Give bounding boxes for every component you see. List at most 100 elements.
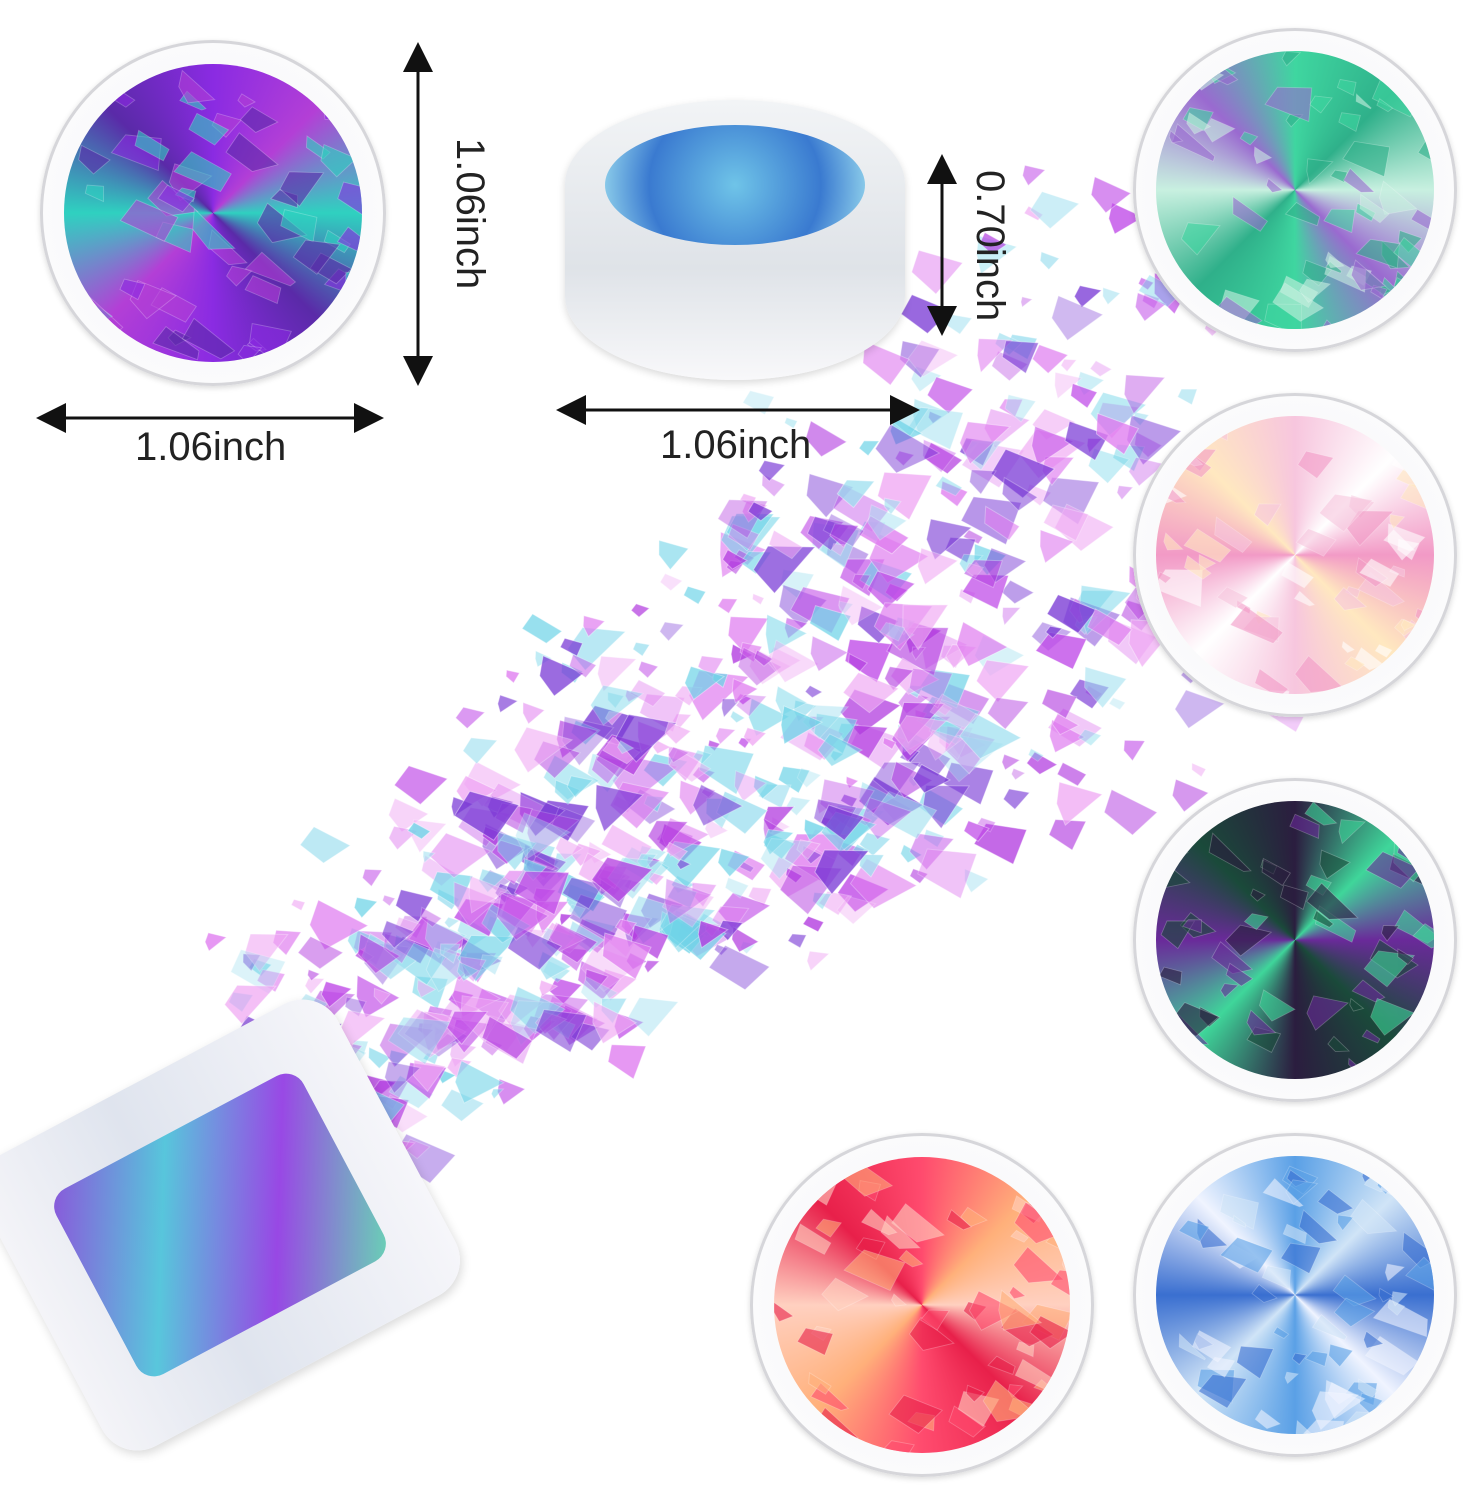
flake bbox=[1031, 343, 1069, 375]
flake bbox=[1077, 728, 1103, 747]
flake bbox=[237, 345, 263, 362]
flake bbox=[802, 915, 825, 933]
flake bbox=[590, 856, 654, 903]
flake bbox=[1045, 625, 1063, 639]
flake bbox=[1387, 1298, 1406, 1316]
flake bbox=[1341, 140, 1390, 177]
flake bbox=[361, 868, 383, 888]
flake bbox=[566, 775, 594, 799]
flake bbox=[717, 847, 751, 878]
flake bbox=[290, 898, 306, 912]
flake bbox=[1282, 1223, 1307, 1244]
flake bbox=[496, 892, 550, 941]
flake bbox=[1054, 371, 1083, 400]
flake bbox=[1411, 1035, 1435, 1073]
flake bbox=[1128, 456, 1166, 487]
flake bbox=[548, 921, 587, 953]
flake bbox=[851, 573, 872, 591]
flake bbox=[627, 997, 680, 1038]
flake bbox=[237, 93, 257, 108]
flake bbox=[1178, 1332, 1206, 1361]
flake bbox=[1019, 1421, 1040, 1437]
flake bbox=[805, 473, 855, 519]
flake bbox=[891, 1203, 946, 1243]
flake bbox=[1302, 1419, 1344, 1435]
flake bbox=[1214, 804, 1231, 819]
flake bbox=[74, 104, 91, 120]
flake bbox=[1086, 608, 1133, 646]
flake bbox=[770, 639, 820, 684]
flake bbox=[1284, 201, 1320, 226]
flake bbox=[858, 853, 885, 878]
flake bbox=[1369, 997, 1415, 1036]
flake bbox=[965, 1384, 986, 1403]
flake bbox=[894, 450, 916, 467]
flake bbox=[100, 339, 138, 362]
flake bbox=[388, 1049, 409, 1068]
flake bbox=[976, 817, 997, 833]
flake bbox=[1210, 295, 1263, 330]
flake bbox=[934, 475, 963, 497]
flake bbox=[297, 935, 345, 970]
flake bbox=[1293, 590, 1315, 607]
flake bbox=[1311, 1313, 1348, 1341]
flake bbox=[1396, 839, 1427, 866]
flake bbox=[1208, 831, 1252, 872]
flake bbox=[1279, 1242, 1322, 1274]
flake bbox=[1389, 1057, 1420, 1080]
flake bbox=[630, 603, 651, 618]
flake bbox=[658, 539, 690, 571]
flake bbox=[774, 685, 808, 717]
width-label-top-left: 1.06inch bbox=[135, 425, 287, 469]
flake bbox=[582, 615, 606, 638]
flake bbox=[509, 985, 566, 1035]
flake bbox=[545, 922, 599, 964]
flake bbox=[879, 621, 906, 642]
side-jar bbox=[565, 100, 905, 380]
flake bbox=[1253, 503, 1282, 527]
flake bbox=[796, 767, 823, 789]
flake bbox=[1333, 1297, 1376, 1327]
flake bbox=[968, 469, 998, 496]
flake bbox=[861, 797, 913, 841]
flake bbox=[909, 868, 929, 885]
flake bbox=[796, 1167, 845, 1206]
flake bbox=[1415, 425, 1435, 442]
flake bbox=[659, 572, 684, 592]
flake bbox=[1369, 284, 1388, 299]
flake bbox=[791, 1434, 834, 1453]
flake bbox=[460, 995, 510, 1043]
flake bbox=[804, 420, 848, 458]
jar-contents bbox=[64, 64, 362, 362]
flake bbox=[739, 641, 763, 663]
flake bbox=[794, 1223, 832, 1256]
flake bbox=[1176, 388, 1198, 406]
flake bbox=[697, 920, 729, 949]
flake bbox=[597, 655, 638, 693]
flake bbox=[1123, 374, 1166, 415]
flake bbox=[1001, 340, 1040, 375]
flake bbox=[78, 144, 112, 175]
jar-red-orange bbox=[750, 1133, 1094, 1477]
flake bbox=[643, 959, 661, 974]
flake bbox=[1371, 79, 1418, 118]
flake bbox=[424, 918, 468, 959]
flake bbox=[1349, 997, 1365, 1012]
flake bbox=[230, 948, 287, 995]
flake bbox=[403, 1138, 431, 1160]
flake bbox=[858, 780, 895, 814]
flake bbox=[1014, 1201, 1068, 1245]
flake bbox=[1177, 1219, 1210, 1242]
flake bbox=[912, 763, 952, 794]
flake bbox=[1425, 60, 1435, 72]
flake bbox=[940, 480, 969, 508]
flake bbox=[337, 181, 362, 215]
flake bbox=[1224, 924, 1272, 957]
flake bbox=[917, 848, 978, 900]
flake bbox=[1116, 485, 1134, 501]
flake bbox=[173, 151, 233, 193]
flake bbox=[1010, 767, 1027, 781]
flake bbox=[659, 621, 685, 642]
flake bbox=[1397, 947, 1414, 965]
